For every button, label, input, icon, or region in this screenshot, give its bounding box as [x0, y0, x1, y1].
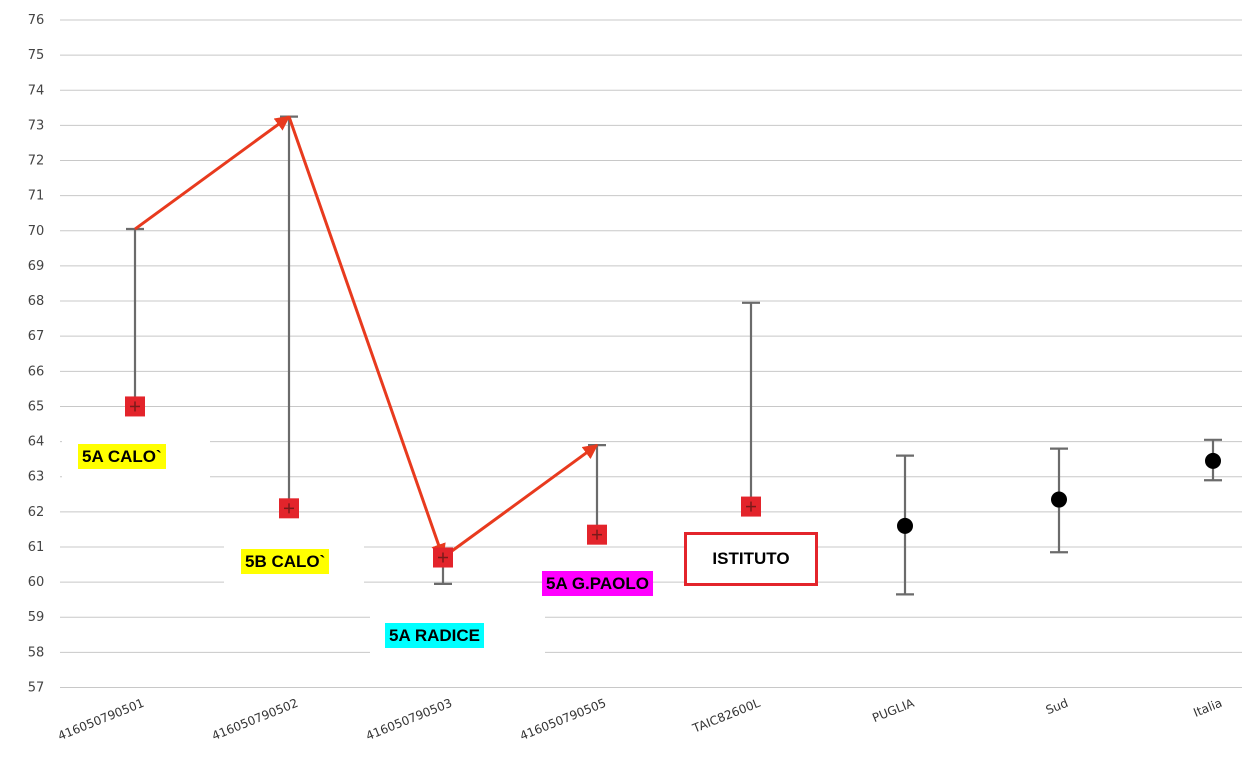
y-tick-label: 61	[28, 540, 45, 555]
y-tick-label: 70	[28, 224, 45, 239]
x-axis-tick-labels: 416050790501 416050790502 416050790503 4160…	[56, 696, 1224, 744]
x-tick-label: Italia	[1191, 696, 1224, 720]
data-point-marker	[1205, 452, 1221, 469]
y-tick-label: 67	[28, 329, 45, 344]
x-tick-label: Sud	[1044, 696, 1070, 718]
error-bars	[126, 115, 1222, 596]
trend-arrow	[287, 116, 446, 559]
y-tick-label: 71	[28, 189, 45, 204]
y-tick-label: 76	[28, 13, 45, 28]
data-markers	[125, 396, 1221, 568]
annotation-5a-gpaolo: 5A G.PAOLO	[542, 571, 653, 596]
trend-arrows	[134, 115, 599, 559]
error-bar	[126, 227, 144, 408]
y-tick-label: 73	[28, 118, 45, 133]
y-tick-label: 74	[28, 83, 45, 98]
x-tick-label: 416050790501	[56, 696, 146, 743]
y-tick-label: 65	[28, 399, 45, 414]
annotation-5b-calo: 5B CALO`	[241, 549, 330, 574]
y-tick-label: 68	[28, 294, 45, 309]
y-tick-label: 66	[28, 364, 45, 379]
annotation-5a-calo: 5A CALO`	[78, 444, 166, 469]
x-tick-label: 416050790502	[210, 696, 300, 743]
error-bar	[280, 115, 298, 510]
x-tick-label: TAIC82600L	[690, 696, 763, 736]
y-tick-label: 64	[28, 435, 45, 450]
y-tick-label: 59	[28, 610, 45, 625]
y-tick-label: 63	[28, 470, 45, 485]
y-axis-tick-labels: 57 58 59 60 61 62 63 64 65 66 67 68 69 70 71 72 73 74 75 76	[28, 13, 45, 696]
trend-arrow	[134, 115, 291, 231]
y-tick-label: 60	[28, 575, 45, 590]
x-tick-label: 416050790505	[518, 696, 608, 743]
y-tick-label: 58	[28, 645, 45, 660]
error-bar	[588, 443, 606, 536]
data-point-marker	[1051, 491, 1067, 508]
y-tick-label: 57	[28, 681, 45, 696]
trend-arrow	[442, 443, 599, 559]
data-point-marker	[897, 517, 913, 534]
y-tick-label: 62	[28, 505, 45, 520]
annotation-istituto: ISTITUTO	[684, 532, 818, 586]
y-tick-label: 69	[28, 259, 45, 274]
x-tick-label: 416050790503	[364, 696, 454, 743]
annotation-5a-radice: 5A RADICE	[385, 623, 484, 648]
x-tick-label: PUGLIA	[870, 696, 917, 726]
y-tick-label: 75	[28, 48, 45, 63]
error-bar	[742, 301, 760, 508]
y-tick-label: 72	[28, 154, 45, 169]
gridlines	[60, 19, 1242, 688]
